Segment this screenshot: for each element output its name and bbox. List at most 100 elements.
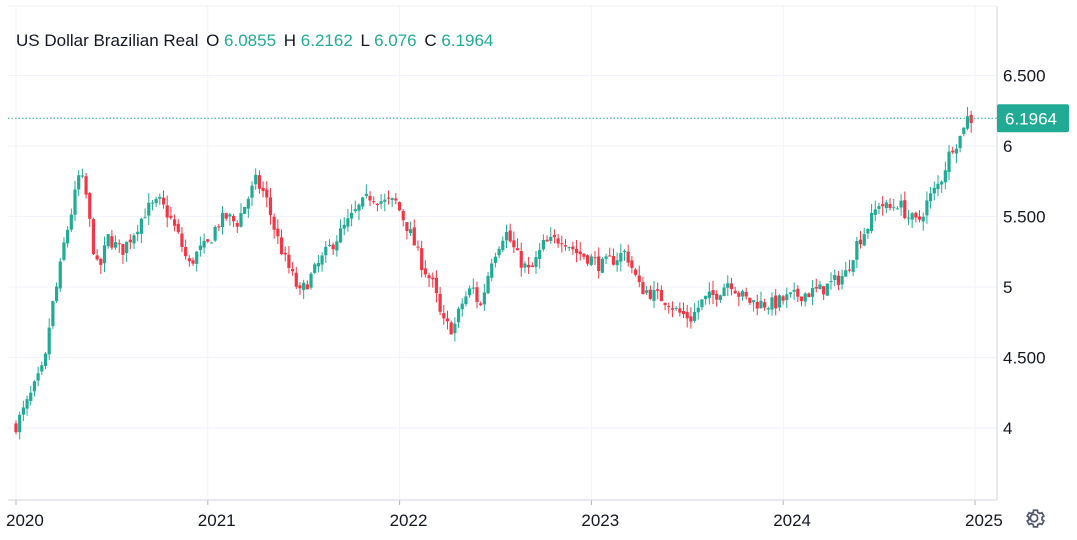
candle-body [202, 240, 206, 248]
candle-body [43, 353, 48, 366]
candle-body [906, 217, 911, 219]
x-tick-label: 2021 [198, 511, 236, 530]
candle-body [66, 229, 70, 244]
candle-body [663, 302, 667, 306]
candle-body [755, 301, 759, 309]
candle-body [121, 244, 125, 255]
candle-body [770, 297, 774, 310]
last-price-label: 6.1964 [1005, 109, 1057, 128]
candle-body [630, 260, 634, 268]
candle-body [729, 283, 734, 290]
legend-close-label: C [424, 31, 437, 50]
candle-body [840, 275, 844, 285]
y-tick-label: 6 [1003, 137, 1012, 156]
candle-body [172, 219, 177, 226]
candle-body [637, 275, 641, 282]
candle-body [423, 268, 427, 275]
candle-body [176, 223, 180, 233]
candle-body [774, 295, 778, 309]
candle-body [265, 189, 269, 198]
candle-body [563, 245, 568, 247]
candle-body [814, 286, 818, 289]
candle-body [143, 217, 147, 219]
gear-icon[interactable] [1021, 505, 1047, 531]
candle-body [744, 292, 748, 297]
candle-body [685, 312, 689, 319]
candle-body [302, 282, 306, 290]
candle-body [449, 322, 453, 335]
candle-body [379, 201, 383, 204]
candle-body [416, 246, 420, 248]
candle-body [434, 277, 439, 294]
candle-body [825, 283, 829, 296]
candle-body [261, 187, 265, 192]
candle-body [597, 256, 601, 272]
candle-body [372, 201, 376, 203]
candle-body [18, 414, 22, 433]
candle-body [803, 293, 807, 302]
grid-lines [8, 6, 997, 500]
candle-body [117, 243, 121, 245]
candle-body [468, 288, 472, 296]
legend-low-label: L [360, 31, 370, 50]
candle-body [490, 263, 494, 278]
candle-body [656, 289, 660, 291]
candle-body [287, 254, 291, 268]
candle-body [243, 206, 247, 214]
candle-body [534, 257, 538, 267]
candle-body [512, 240, 516, 248]
candle-body [209, 242, 214, 244]
candle-body [309, 273, 313, 288]
candle-body [836, 275, 840, 285]
candle-body [187, 258, 191, 262]
candle-body [641, 282, 645, 295]
candle-body [136, 231, 140, 235]
candle-body [353, 209, 357, 212]
candle-body [796, 288, 800, 297]
candle-body [858, 239, 863, 245]
candle-body [763, 302, 767, 308]
candle-body [161, 197, 166, 205]
legend-close-value: 6.1964 [441, 31, 494, 50]
candle-body [62, 242, 66, 260]
candle-body [958, 135, 962, 149]
candle-body [213, 227, 217, 241]
candle-body [195, 251, 199, 264]
candle-body [718, 295, 722, 301]
candle-body [272, 216, 276, 230]
candle-body [390, 198, 394, 200]
candle-body [954, 148, 959, 154]
candle-body [73, 189, 77, 215]
candle-body [276, 228, 280, 237]
candle-body [397, 202, 402, 211]
candle-body [250, 185, 254, 198]
candle-body [862, 234, 866, 246]
candle-body [158, 196, 162, 199]
candle-body [368, 195, 372, 201]
candle-body [552, 235, 557, 238]
candle-body [523, 263, 527, 268]
candle-body [866, 229, 870, 234]
candle-body [667, 306, 671, 308]
candle-body [515, 248, 520, 251]
candle-body [914, 212, 918, 218]
candle-body [578, 251, 582, 255]
candle-body [231, 215, 236, 222]
candle-body [471, 287, 475, 289]
candle-body [147, 202, 151, 216]
candle-body [582, 253, 586, 257]
candle-body [420, 248, 424, 270]
candle-body [84, 176, 88, 195]
x-tick-label: 2020 [6, 511, 44, 530]
candle-body [567, 247, 571, 249]
candle-body [479, 303, 483, 305]
candle-body [965, 116, 970, 129]
candle-body [969, 114, 973, 124]
candle-body [305, 284, 309, 290]
candle-body [704, 295, 708, 300]
candle-body [652, 289, 656, 301]
candle-body [726, 283, 730, 288]
candle-body [711, 290, 715, 295]
